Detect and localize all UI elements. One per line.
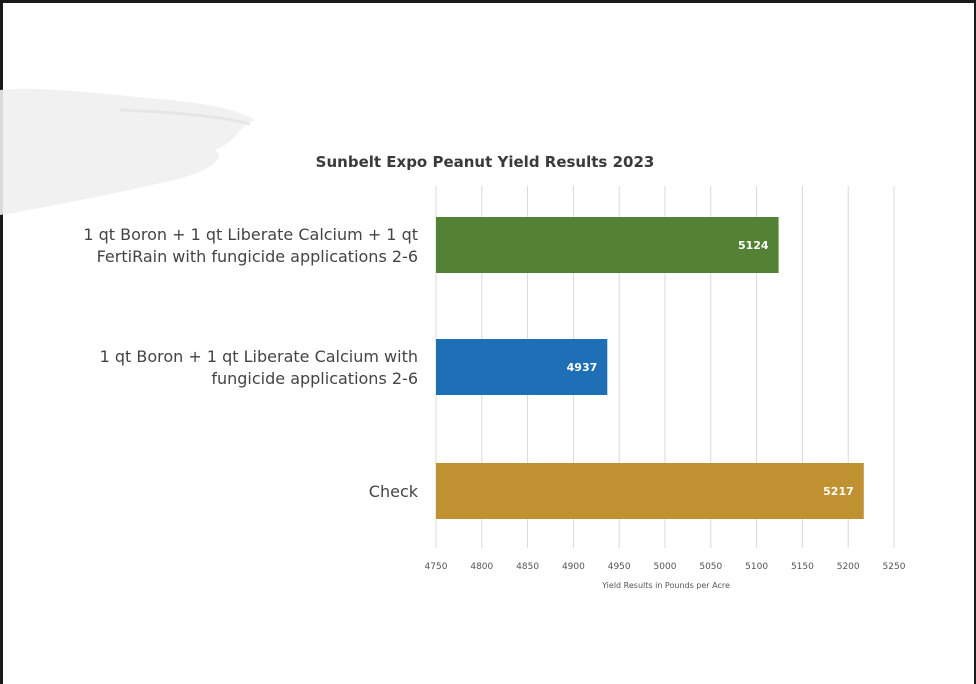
x-axis-ticks: 4750 4800 4850 4900 4950 5000 5050 5100 5150 5200…: [425, 562, 906, 572]
x-tick-label: 5250: [883, 562, 906, 572]
x-tick-label: 5100: [745, 562, 768, 572]
category-label: 1 qt Boron + 1 qt Liberate Calcium with: [100, 347, 418, 366]
x-tick-label: 4750: [425, 562, 448, 572]
bar-value-label: 5217: [823, 485, 854, 498]
bar-value-label: 5124: [738, 239, 769, 252]
bar-value-label: 4937: [567, 361, 598, 374]
category-label: Check: [369, 482, 419, 501]
brush-stroke-decoration: [0, 88, 255, 215]
x-axis-title: Yield Results in Pounds per Acre: [601, 581, 730, 590]
bar: [436, 217, 779, 273]
x-tick-label: 5000: [654, 562, 677, 572]
bar: [436, 339, 608, 395]
category-labels: 1 qt Boron + 1 qt Liberate Calcium + 1 q…: [83, 225, 418, 501]
x-tick-label: 4950: [608, 562, 631, 572]
x-tick-label: 5200: [837, 562, 860, 572]
x-tick-label: 4800: [470, 562, 493, 572]
bars: 5124 4937 5217: [436, 217, 864, 519]
category-label: fungicide applications 2-6: [211, 369, 418, 388]
x-tick-label: 5050: [699, 562, 722, 572]
brush-stroke-streak: [119, 108, 251, 126]
x-tick-label: 5150: [791, 562, 814, 572]
x-tick-label: 4850: [516, 562, 539, 572]
chart-title: Sunbelt Expo Peanut Yield Results 2023: [316, 153, 655, 171]
category-label: FertiRain with fungicide applications 2-…: [97, 247, 418, 266]
x-tick-label: 4900: [562, 562, 585, 572]
category-label: 1 qt Boron + 1 qt Liberate Calcium + 1 q…: [83, 225, 418, 244]
bar: [436, 463, 864, 519]
